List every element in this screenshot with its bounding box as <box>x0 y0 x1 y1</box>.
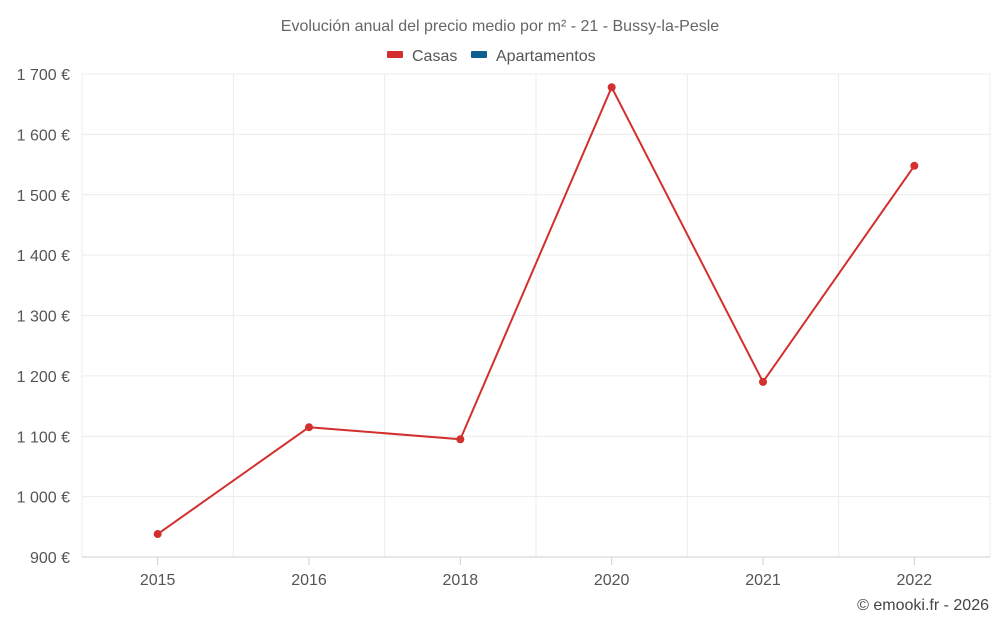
data-point-casas <box>456 435 465 444</box>
legend-label-casas: Casas <box>412 48 457 65</box>
credit-text: © emooki.fr - 2026 <box>857 597 989 614</box>
x-tick-label: 2015 <box>140 572 176 589</box>
y-tick-label: 1 100 € <box>17 429 70 446</box>
data-point-casas <box>305 423 313 432</box>
x-tick-label: 2022 <box>897 572 933 589</box>
y-tick-label: 1 500 € <box>17 188 70 205</box>
data-point-casas <box>910 161 919 170</box>
chart-title: Evolución anual del precio medio por m² … <box>281 18 720 35</box>
series-line-casas <box>157 86 916 535</box>
grid <box>81 73 991 557</box>
legend-label-apartamentos: Apartamentos <box>496 48 596 65</box>
legend-item-apartamentos[interactable]: Apartamentos <box>471 48 596 65</box>
legend: Casas Apartamentos <box>387 48 596 65</box>
y-tick-label: 1 600 € <box>17 127 70 144</box>
data-point-casas <box>153 530 162 539</box>
y-tick-label: 900 € <box>30 550 70 567</box>
y-tick-label: 1 000 € <box>17 490 70 507</box>
y-tick-label: 1 400 € <box>17 248 70 265</box>
axes: 900 € 1 000 € 1 100 € 1 200 € 1 300 € 1 400 €… <box>17 67 990 589</box>
legend-swatch-casas <box>387 51 403 58</box>
x-tick-label: 2018 <box>443 572 479 589</box>
legend-item-casas[interactable]: Casas <box>387 48 457 65</box>
legend-swatch-apartamentos <box>471 51 487 58</box>
series <box>153 83 919 539</box>
y-tick-label: 1 200 € <box>17 369 70 386</box>
data-point-casas <box>607 83 616 92</box>
data-point-casas <box>759 377 767 386</box>
x-tick-label: 2021 <box>745 572 781 589</box>
y-tick-label: 1 300 € <box>17 309 70 326</box>
x-tick-label: 2016 <box>291 572 327 589</box>
x-tick-label: 2020 <box>594 572 630 589</box>
y-tick-label: 1 700 € <box>17 67 70 84</box>
